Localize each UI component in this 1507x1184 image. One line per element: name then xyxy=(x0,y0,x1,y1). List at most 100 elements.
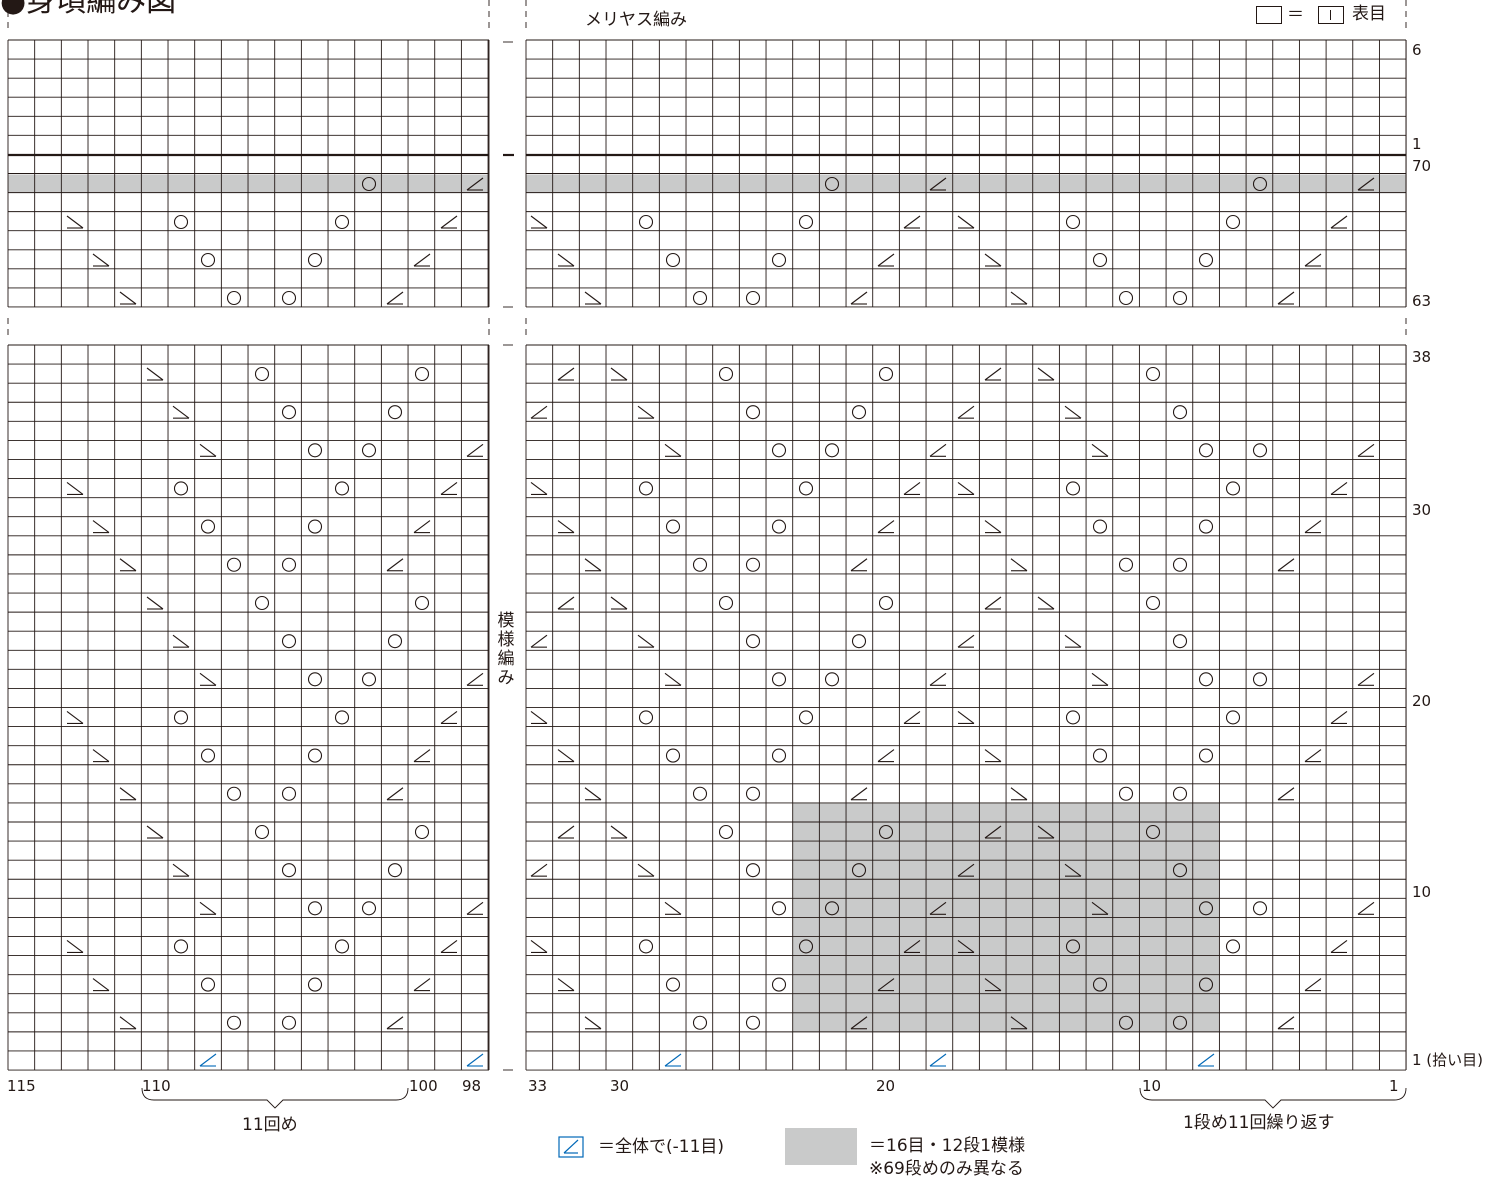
yarn-over-symbol xyxy=(851,863,867,878)
yarn-over-symbol xyxy=(334,481,350,496)
pattern-key-note: ※69段めのみ異なる xyxy=(869,1159,1024,1179)
left-decrease-symbol xyxy=(386,558,404,572)
yarn-over-symbol xyxy=(254,366,270,382)
yarn-over-symbol xyxy=(334,939,350,954)
yarn-over-symbol xyxy=(1198,672,1214,687)
yarn-over-symbol xyxy=(1225,939,1241,954)
yarn-over-symbol xyxy=(1092,252,1108,268)
right-decrease-symbol xyxy=(530,482,548,496)
yarn-over-symbol xyxy=(718,824,734,840)
right-decrease-symbol xyxy=(66,940,84,954)
right-decrease-symbol xyxy=(530,940,548,954)
right-decrease-symbol xyxy=(1091,901,1109,915)
left-decrease-symbol xyxy=(903,215,921,229)
row-number-1: 1 xyxy=(1412,135,1422,153)
yarn-over-symbol xyxy=(1065,481,1081,496)
left-decrease-symbol xyxy=(957,634,975,648)
yarn-over-symbol xyxy=(307,519,323,534)
right-decrease-symbol xyxy=(530,711,548,725)
yarn-over-symbol xyxy=(307,748,323,763)
right-decrease-symbol xyxy=(1010,558,1028,572)
left-decrease-symbol xyxy=(386,291,404,305)
yarn-over-symbol xyxy=(692,786,708,801)
knit-key-bar-square xyxy=(1318,6,1344,24)
right-decrease-symbol xyxy=(957,482,975,496)
left-decrease-symbol xyxy=(199,1053,217,1067)
yarn-over-symbol xyxy=(281,786,297,801)
yarn-over-symbol xyxy=(1145,366,1161,382)
left-decrease-symbol xyxy=(664,1053,682,1067)
yarn-over-symbol xyxy=(1118,786,1134,801)
right-decrease-symbol xyxy=(1037,596,1055,610)
shaded-pattern-areas xyxy=(8,174,1406,1032)
right-decrease-symbol xyxy=(172,405,190,419)
yarn-over-symbol xyxy=(334,214,350,230)
yarn-over-symbol xyxy=(771,443,787,458)
yarn-over-symbol xyxy=(387,405,403,420)
left-decrease-symbol xyxy=(903,940,921,954)
yarn-over-symbol xyxy=(173,214,189,230)
right-decrease-symbol xyxy=(984,253,1002,267)
chart-grid xyxy=(7,39,1407,1071)
left-decrease-symbol xyxy=(413,978,431,992)
yarn-over-symbol xyxy=(798,214,814,230)
yarn-over-symbol xyxy=(1198,519,1214,534)
yarn-over-symbol xyxy=(307,252,323,268)
left-decrease-symbol xyxy=(466,1053,484,1067)
chart-guides xyxy=(7,0,1407,1109)
right-decrease-symbol xyxy=(1091,443,1109,457)
right-decrease-symbol xyxy=(557,749,575,763)
right-decrease-symbol xyxy=(957,711,975,725)
right-decrease-symbol xyxy=(66,711,84,725)
yarn-over-symbol xyxy=(1198,977,1214,992)
stitch-symbols xyxy=(66,176,1375,1067)
left-decrease-symbol xyxy=(929,1053,947,1067)
yarn-over-symbol xyxy=(361,443,377,458)
right-decrease-symbol xyxy=(1010,787,1028,801)
left-decrease-symbol xyxy=(1357,177,1375,191)
yarn-over-symbol xyxy=(387,634,403,649)
col-number-115: 115 xyxy=(7,1077,36,1095)
left-decrease-symbol xyxy=(386,787,404,801)
right-decrease-symbol xyxy=(1037,825,1055,839)
yarn-over-symbol xyxy=(638,481,654,496)
right-decrease-symbol xyxy=(199,672,217,686)
yarn-over-symbol xyxy=(771,519,787,534)
right-decrease-symbol xyxy=(119,558,137,572)
right-decrease-symbol xyxy=(957,940,975,954)
left-decrease-symbol xyxy=(957,405,975,419)
right-decrease-symbol xyxy=(984,978,1002,992)
right-decrease-symbol xyxy=(637,863,655,877)
left-decrease-symbol xyxy=(466,901,484,915)
left-decrease-symbol xyxy=(929,901,947,915)
left-decrease-symbol xyxy=(877,520,895,534)
yarn-over-symbol xyxy=(414,595,430,611)
left-decrease-symbol xyxy=(530,863,548,877)
yarn-over-symbol xyxy=(1225,214,1241,230)
yarn-over-symbol xyxy=(254,824,270,840)
yarn-over-symbol xyxy=(1225,710,1241,725)
right-decrease-symbol xyxy=(984,749,1002,763)
row-number-30: 30 xyxy=(1412,501,1432,519)
shaded-row-69-right xyxy=(526,174,1406,194)
right-decrease-symbol xyxy=(1010,291,1028,305)
left-decrease-symbol xyxy=(903,711,921,725)
right-decrease-symbol xyxy=(92,749,110,763)
right-decrease-symbol xyxy=(119,787,137,801)
yarn-over-symbol xyxy=(878,824,894,840)
yarn-over-symbol xyxy=(1198,443,1214,458)
left-decrease-symbol xyxy=(929,443,947,457)
right-decrease-symbol xyxy=(66,215,84,229)
yarn-over-symbol xyxy=(665,977,681,992)
right-decrease-symbol xyxy=(584,1016,602,1030)
right-decrease-symbol xyxy=(146,596,164,610)
left-decrease-symbol xyxy=(557,596,575,610)
row-number-70: 70 xyxy=(1412,157,1432,175)
left-decrease-symbol xyxy=(850,787,868,801)
yarn-over-symbol xyxy=(1198,748,1214,763)
row-number-pickup: 1 (拾い目) xyxy=(1412,1051,1484,1069)
yarn-over-symbol xyxy=(745,290,761,306)
left-decrease-symbol xyxy=(984,596,1002,610)
yarn-over-symbol xyxy=(878,366,894,382)
left-decrease-symbol xyxy=(1330,482,1348,496)
